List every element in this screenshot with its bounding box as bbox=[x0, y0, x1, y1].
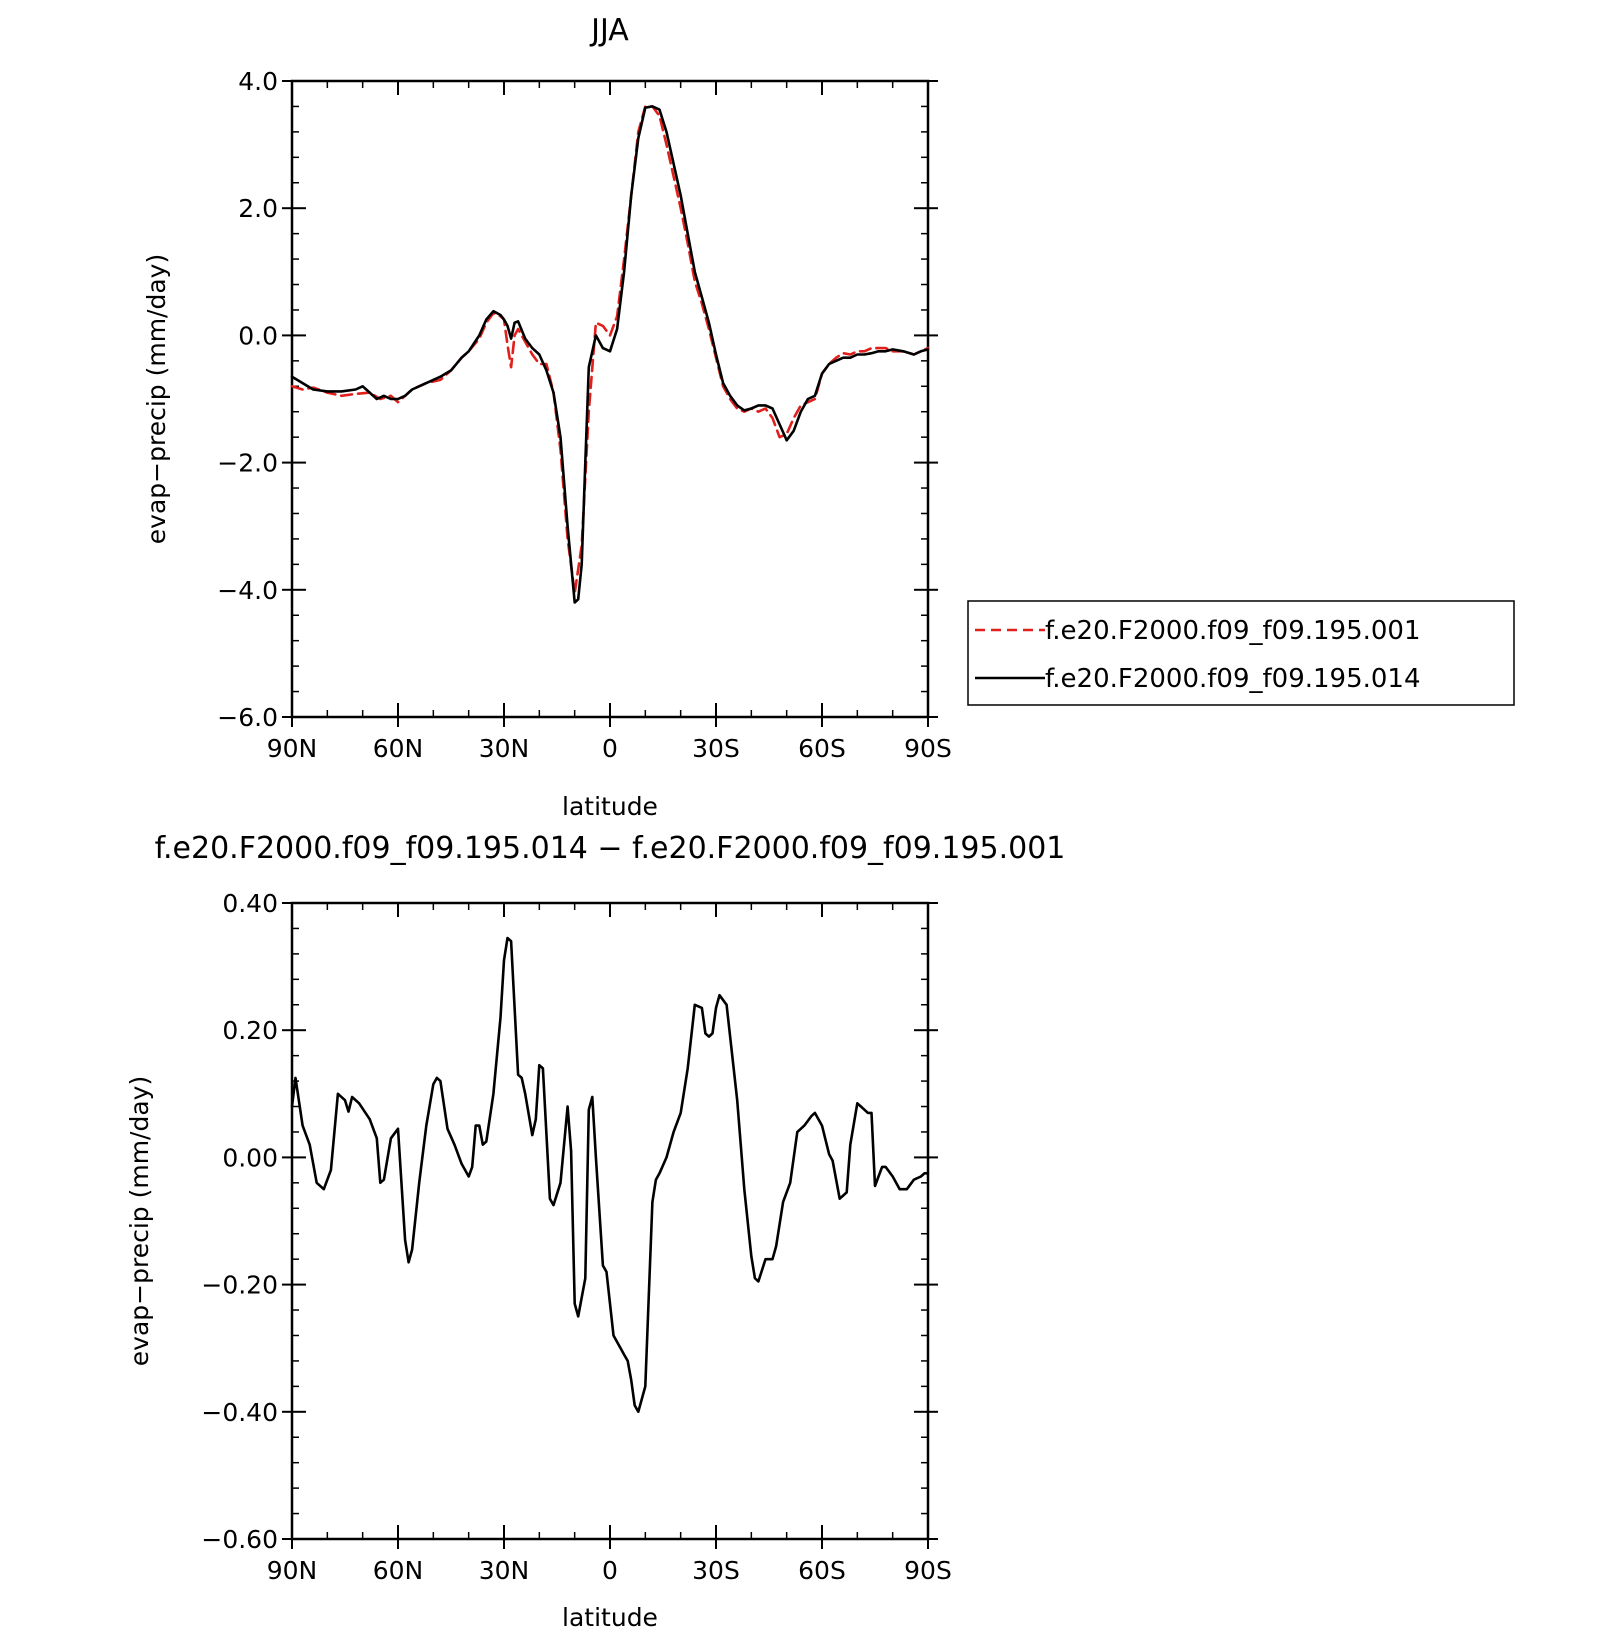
chart-top-ytick-label: −4.0 bbox=[217, 576, 278, 605]
chart-top-ylabel: evap−precip (mm/day) bbox=[142, 254, 171, 544]
legend-label-series-2: f.e20.F2000.f09_f09.195.014 bbox=[1045, 664, 1421, 694]
chart-bottom-ytick-label: −0.40 bbox=[201, 1398, 278, 1427]
chart-bottom-tick-labels: 90N 60N 30N 0 30S 60S 90S 0.40 0.20 0.00 −0.20 −0.4… bbox=[201, 889, 951, 1585]
chart-top-xtick-label: 60S bbox=[798, 734, 846, 763]
chart-top-lines bbox=[290, 105, 930, 604]
legend-label-series-1: f.e20.F2000.f09_f09.195.001 bbox=[1045, 616, 1421, 646]
chart-bottom-xtick-label: 90N bbox=[267, 1556, 318, 1585]
chart-bottom-xtick-label: 90S bbox=[904, 1556, 952, 1585]
chart-bottom-xtick-label: 60S bbox=[798, 1556, 846, 1585]
chart-bottom-ytick-label: 0.00 bbox=[222, 1143, 278, 1172]
chart-bottom-ytick-label: −0.20 bbox=[201, 1271, 278, 1300]
chart-top-xtick-label: 90N bbox=[267, 734, 318, 763]
chart-bottom-series-line-1 bbox=[290, 936, 930, 1414]
chart-top-xtick-label: 0 bbox=[602, 734, 618, 763]
chart-bottom-plot-frame bbox=[290, 901, 930, 1541]
chart-top-xtick-label: 60N bbox=[373, 734, 424, 763]
chart-bottom-ticks bbox=[282, 902, 938, 1549]
chart-bottom-xtick-label: 60N bbox=[373, 1556, 424, 1585]
chart-bottom: f.e20.F2000.f09_f09.195.014 − f.e20.F200… bbox=[125, 831, 1065, 1632]
chart-top-xtick-label: 30S bbox=[692, 734, 740, 763]
chart-bottom-ytick-label: −0.60 bbox=[201, 1525, 278, 1554]
chart-top-xtick-label: 90S bbox=[904, 734, 952, 763]
chart-bottom-ylabel: evap−precip (mm/day) bbox=[125, 1076, 154, 1366]
chart-top-series-line-2 bbox=[290, 105, 930, 604]
chart-bottom-xlabel: latitude bbox=[562, 1603, 658, 1632]
chart-bottom-ytick-label: 0.40 bbox=[222, 889, 278, 918]
chart-top-plot-frame bbox=[290, 79, 930, 719]
legend-box bbox=[967, 600, 1515, 706]
chart-top-xtick-label: 30N bbox=[479, 734, 530, 763]
chart-bottom-xtick-label: 0 bbox=[602, 1556, 618, 1585]
chart-top-ytick-label: 2.0 bbox=[238, 194, 278, 223]
chart-top-ticks bbox=[282, 80, 938, 727]
chart-bottom-lines bbox=[290, 936, 930, 1414]
chart-top-ytick-label: −6.0 bbox=[217, 703, 278, 732]
chart-top-xlabel: latitude bbox=[562, 792, 658, 821]
chart-top: JJA 90N 60N 30N 0 30S 60S 90S 4.0 2.0 0.0 −2.0 −4.0… bbox=[142, 13, 952, 821]
chart-top-ytick-label: −2.0 bbox=[217, 449, 278, 478]
chart-top-ytick-label: 0.0 bbox=[238, 321, 278, 350]
chart-bottom-ytick-label: 0.20 bbox=[222, 1016, 278, 1045]
chart-top-tick-labels: 90N 60N 30N 0 30S 60S 90S 4.0 2.0 0.0 −2.0 −4.0 −6.0 bbox=[217, 67, 952, 763]
chart-top-title: JJA bbox=[589, 13, 629, 48]
chart-bottom-title: f.e20.F2000.f09_f09.195.014 − f.e20.F200… bbox=[155, 831, 1066, 866]
chart-bottom-xtick-label: 30N bbox=[479, 1556, 530, 1585]
chart-bottom-xtick-label: 30S bbox=[692, 1556, 740, 1585]
chart-top-ytick-label: 4.0 bbox=[238, 67, 278, 96]
legend: f.e20.F2000.f09_f09.195.001 f.e20.F2000.… bbox=[967, 600, 1515, 706]
